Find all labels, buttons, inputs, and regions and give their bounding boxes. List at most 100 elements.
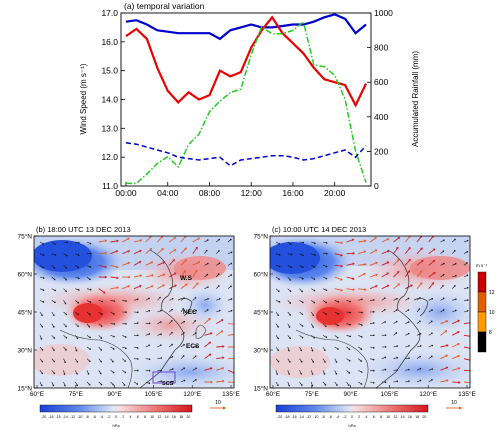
wind-vector <box>180 236 187 243</box>
wind-vector-head <box>87 373 90 375</box>
wind-vector <box>122 250 130 255</box>
wind-vector <box>428 355 433 359</box>
wind-vector-head <box>195 345 198 348</box>
wind-vector <box>169 381 174 383</box>
wind-vector <box>169 308 173 313</box>
wind-vector-head <box>288 326 291 328</box>
colorbar-tick-label: -2 <box>107 415 110 419</box>
wind-vector <box>310 323 314 328</box>
colorbar-tick-label: -4 <box>100 415 103 419</box>
wind-vector-head <box>150 285 154 288</box>
wind-vector <box>346 358 351 362</box>
wind-vector <box>463 381 470 384</box>
wind-vector-head <box>148 309 151 312</box>
wind-vector-head <box>89 265 92 268</box>
wind-vector-head <box>40 384 43 387</box>
y-left-tick-label: 17.0 <box>101 8 118 18</box>
wind-vector <box>204 309 209 313</box>
wind-vector <box>381 250 390 255</box>
wind-vector <box>180 379 186 383</box>
wind-vector <box>169 343 173 348</box>
wind-vector-head <box>75 349 78 352</box>
wind-vector-head <box>41 314 43 317</box>
wind-vector <box>452 263 457 266</box>
wind-vector <box>369 346 375 349</box>
wind-vector-head <box>397 236 401 240</box>
wind-vector <box>287 253 293 255</box>
wind-vector <box>416 367 422 371</box>
wind-vector-head <box>65 325 67 328</box>
wind-vector-head <box>197 237 200 240</box>
lat-tick-label: 75°N <box>17 233 32 241</box>
wind-vector <box>180 321 185 324</box>
wind-vector-head <box>41 360 44 363</box>
wind-vector-head <box>209 332 213 335</box>
colorbar-tick-label: 0 <box>115 415 117 419</box>
wind-vector <box>416 379 422 383</box>
wind-vector <box>334 335 339 339</box>
wind-vector-head <box>384 345 387 348</box>
wind-vector <box>440 320 449 325</box>
wind-vector-head <box>194 297 197 299</box>
wind-vector <box>157 380 162 383</box>
wind-vector <box>275 276 280 280</box>
wind-vector-head <box>222 379 225 383</box>
wind-vector-head <box>288 373 290 375</box>
wind-vector-head <box>65 348 67 351</box>
wind-vector-head <box>104 251 107 255</box>
wind-vector <box>358 323 363 326</box>
wind-vector-head <box>116 276 119 280</box>
wind-vector <box>74 346 78 352</box>
wind-vector <box>227 357 234 360</box>
wind-vector <box>428 298 433 301</box>
wind-vector <box>110 276 119 279</box>
wind-vector <box>299 265 304 268</box>
wind-vector-head <box>289 243 292 245</box>
wind-vector-head <box>347 384 350 386</box>
wind-vector <box>157 321 162 324</box>
wind-vector-head <box>148 358 151 361</box>
wind-vector-head <box>446 344 449 347</box>
wind-vector <box>86 265 92 268</box>
wind-vector-head <box>207 298 209 300</box>
wind-vector-head <box>159 296 161 299</box>
wind-vector-head <box>410 284 413 288</box>
wind-vector-head <box>386 238 390 241</box>
wind-vector-head <box>419 379 422 382</box>
wind-vector <box>74 370 78 375</box>
wind-vector <box>416 308 421 313</box>
wind-vector <box>39 288 45 291</box>
wind-vector <box>346 346 351 351</box>
wind-vector <box>51 346 55 351</box>
colorbar-tick-label: 20 <box>186 415 190 419</box>
wind-vector <box>452 250 456 254</box>
wind-vector <box>204 239 209 243</box>
wind-vector <box>334 276 343 281</box>
wind-vector-head <box>352 262 355 266</box>
wind-vector-head <box>138 261 142 264</box>
wind-vector-head <box>89 242 92 245</box>
wind-vector-head <box>208 317 211 321</box>
wind-vector-head <box>466 251 469 253</box>
wind-vector-head <box>433 272 436 275</box>
wind-vector <box>275 253 281 256</box>
wind-vector <box>275 323 279 328</box>
wind-vector-head <box>53 360 56 363</box>
wind-vector <box>463 274 469 278</box>
wind-vector-head <box>396 246 399 250</box>
colorbar-tick-label: 10 <box>150 415 154 419</box>
wind-vector-head <box>195 246 198 250</box>
wind-vector <box>416 355 421 359</box>
wind-vector <box>452 331 460 336</box>
wind-vector <box>452 381 461 383</box>
colorbar-tick-label: -20 <box>41 415 46 419</box>
wind-vector <box>393 236 401 243</box>
wind-vector-head <box>340 241 343 245</box>
panel-a-frame <box>120 12 372 187</box>
wind-vector <box>145 274 154 278</box>
wind-vector-head <box>65 254 68 257</box>
wind-vector <box>428 368 434 371</box>
wind-vector <box>275 346 279 351</box>
wind-vector-head <box>160 309 162 312</box>
wind-vector <box>145 236 152 243</box>
